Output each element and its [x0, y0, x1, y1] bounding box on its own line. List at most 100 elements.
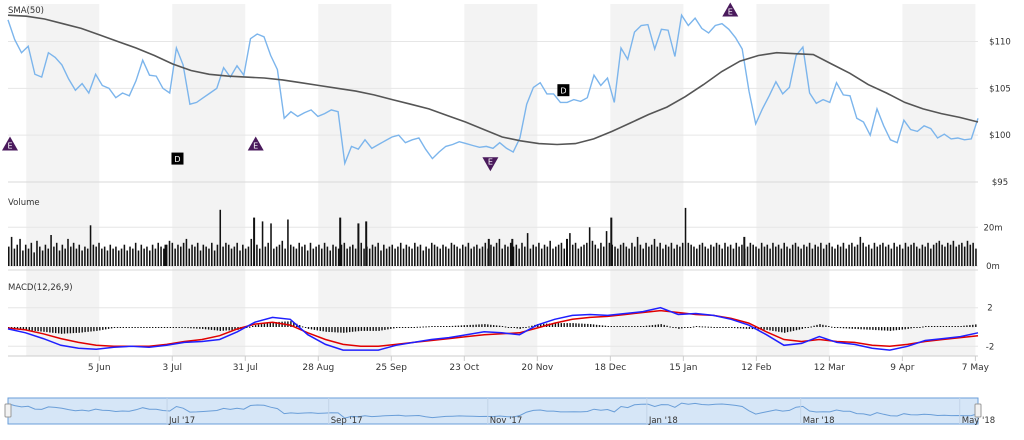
x-tick-label: 12 Feb	[741, 363, 772, 373]
macd-histogram-bar	[443, 326, 445, 327]
macd-histogram-bar	[404, 327, 407, 328]
volume-bar	[583, 244, 585, 266]
macd-histogram-bar	[760, 327, 762, 330]
volume-panel	[8, 207, 977, 267]
volume-bar	[808, 242, 811, 267]
volume-bar	[47, 248, 50, 266]
macd-histogram-bar	[413, 327, 415, 328]
macd-histogram-bar	[366, 327, 368, 331]
volume-bar	[834, 248, 836, 266]
volume-bar	[442, 244, 444, 266]
macd-histogram-bar	[322, 327, 324, 332]
macd-histogram-bar	[654, 324, 657, 328]
volume-bar	[374, 246, 377, 266]
volume-bar	[667, 246, 670, 266]
macd-histogram-bar	[419, 326, 421, 328]
macd-histogram-bar	[613, 326, 615, 327]
macd-histogram-bar	[260, 324, 263, 327]
macd-histogram-bar	[116, 327, 119, 328]
macd-histogram-bar	[651, 325, 654, 327]
price-y-tick-label: $105	[989, 84, 1011, 94]
macd-histogram-bar	[807, 327, 809, 328]
macd-histogram-bar	[422, 326, 424, 328]
macd-histogram-bar	[72, 327, 75, 334]
volume-bar	[777, 244, 780, 266]
volume-bar	[718, 244, 721, 266]
macd-histogram-bar	[569, 323, 571, 327]
macd-histogram-bar	[763, 327, 765, 330]
macd-histogram-bar	[40, 327, 42, 332]
volume-bar	[349, 246, 351, 266]
macd-histogram-bar	[178, 327, 180, 328]
macd-histogram-bar	[901, 327, 903, 330]
volume-bar	[298, 242, 300, 267]
volume-bar	[715, 242, 718, 267]
volume-bar	[952, 240, 955, 266]
macd-histogram-bar	[619, 326, 621, 327]
navigator-left-handle[interactable]	[4, 403, 12, 418]
macd-histogram-bar	[263, 323, 266, 327]
macd-histogram-bar	[196, 327, 198, 329]
navigator-window	[7, 397, 979, 425]
macd-histogram-bar	[904, 327, 906, 330]
volume-bar	[729, 244, 732, 266]
macd-histogram-bar	[149, 327, 151, 328]
macd-histogram-bar	[122, 327, 124, 328]
volume-bar	[416, 246, 419, 266]
volume-bar	[591, 240, 594, 266]
macd-histogram-bar	[660, 324, 662, 327]
volume-bar	[363, 248, 365, 266]
macd-histogram-bar	[610, 326, 612, 327]
navigator-tick-label: May '18	[962, 416, 995, 426]
macd-histogram-bar	[216, 327, 219, 331]
volume-bar	[137, 250, 140, 266]
macd-histogram-bar	[28, 327, 30, 331]
volume-bar	[250, 238, 253, 266]
volume-bar	[117, 250, 120, 266]
volume-bar	[783, 242, 785, 267]
macd-histogram-bar	[354, 327, 357, 332]
navigator[interactable]: Jul '17 Sep '17 Nov '17 Jan '18 Mar '18 May '…	[4, 397, 995, 426]
macd-histogram-bar	[269, 322, 271, 327]
macd-histogram-bar	[528, 326, 530, 328]
volume-bar	[211, 242, 213, 267]
volume-bar	[865, 246, 867, 266]
volume-bar	[941, 244, 943, 266]
volume-bar	[490, 244, 492, 266]
volume-bar	[493, 246, 495, 266]
volume-bar	[261, 221, 264, 266]
macd-histogram-bar	[155, 327, 157, 328]
macd-histogram-bar	[451, 325, 454, 327]
volume-bar	[935, 242, 938, 267]
volume-bar	[425, 246, 427, 266]
volume-bar	[955, 246, 957, 266]
volume-bar	[504, 244, 506, 266]
macd-histogram-bar	[584, 323, 586, 327]
volume-bar	[337, 248, 340, 266]
volume-bar	[586, 242, 588, 267]
volume-spike-bar	[487, 238, 490, 266]
price-line	[7, 13, 979, 167]
volume-bar	[690, 244, 692, 266]
volume-bar	[930, 248, 932, 266]
volume-bar	[862, 242, 864, 267]
volume-bar	[594, 244, 597, 266]
macd-histogram-bar	[575, 323, 577, 327]
volume-bar	[949, 244, 952, 266]
macd-histogram-bar	[390, 327, 392, 329]
macd-histogram-bar	[299, 325, 301, 327]
macd-histogram-bar	[822, 324, 824, 328]
macd-histogram-bar	[331, 327, 333, 333]
volume-bar	[8, 246, 10, 266]
macd-histogram-bar	[819, 324, 821, 327]
volume-bar	[239, 250, 241, 266]
volume-bar	[433, 244, 436, 266]
macd-histogram-bar	[343, 327, 345, 333]
macd-histogram-bar	[293, 322, 295, 327]
volume-bar	[171, 242, 174, 267]
macd-histogram-bar	[31, 327, 33, 331]
macd-histogram-bar	[640, 326, 642, 327]
navigator-right-handle[interactable]	[974, 403, 982, 418]
volume-y-tick-label: 20m	[983, 223, 1002, 233]
